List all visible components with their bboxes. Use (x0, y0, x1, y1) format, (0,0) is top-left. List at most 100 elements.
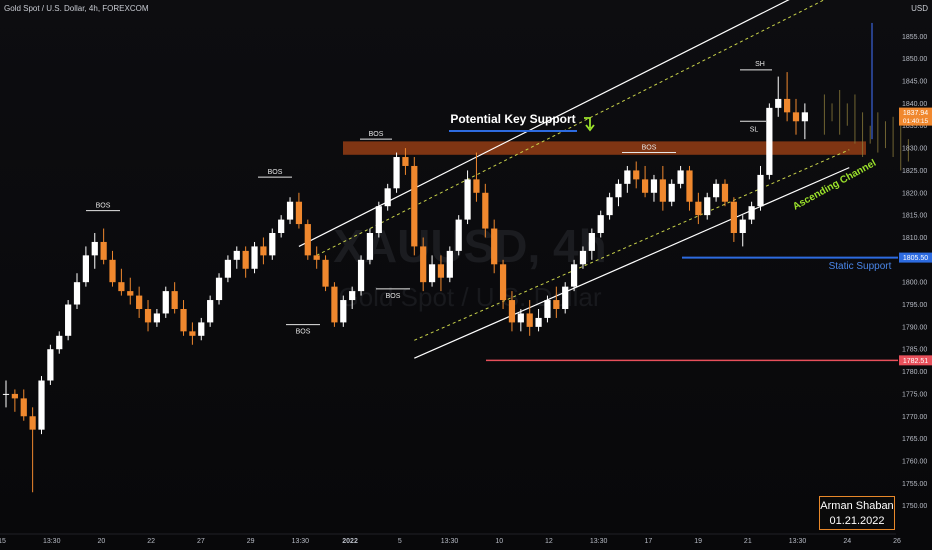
candle-body (428, 264, 436, 283)
candle-body (739, 219, 746, 234)
price-tick-label: 1855.00 (902, 34, 927, 41)
candle-body (384, 188, 391, 207)
candle-body (100, 241, 107, 260)
candle-body (304, 224, 311, 256)
price-tick-label: 1775.00 (902, 391, 927, 398)
price-tick-label: 1780.00 (902, 369, 927, 376)
price-tick-label: 1815.00 (902, 213, 927, 220)
candle-body (553, 300, 560, 309)
candle-body (82, 255, 89, 283)
candles-layer (2, 72, 808, 493)
price-label-box (899, 355, 932, 366)
time-axis[interactable]: 15 13:30 20 22 27 29 13:30 2022 5 13:30 10 12 13:30 1… (0, 533, 901, 545)
time-tick-label: 17 (644, 538, 652, 545)
candle-body (766, 107, 773, 175)
candle-body (473, 179, 480, 193)
time-tick-label: 13:30 (441, 538, 459, 545)
candle-body (588, 233, 595, 251)
price-tick-label: 1790.00 (902, 324, 927, 331)
candle-body (340, 300, 347, 323)
candle-body (162, 291, 169, 314)
candle-body (695, 201, 702, 216)
time-tick-label: 5 (398, 538, 402, 545)
price-tick-label: 1760.00 (902, 458, 927, 465)
author-badge: Arman Shaban 01.21.2022 (819, 496, 895, 530)
candle-body (331, 286, 338, 323)
price-label-box (899, 107, 932, 126)
candle-body (499, 264, 507, 301)
candle-body (29, 416, 36, 430)
bos-label: BOS (96, 203, 111, 210)
price-label-value: 1837.94 (903, 110, 928, 117)
time-tick-label: 2022 (342, 538, 358, 545)
candle-body (242, 250, 249, 269)
time-tick-label: 21 (744, 538, 752, 545)
candle-body (11, 393, 18, 399)
candle-body (633, 170, 640, 180)
candle-body (295, 201, 303, 225)
candle-body (597, 215, 604, 234)
bos-label: BOS (386, 293, 401, 300)
currency-label[interactable]: USD (911, 4, 928, 13)
candle-body (189, 331, 196, 336)
candle-body (402, 157, 409, 166)
channel-lower-mid-line (414, 149, 850, 341)
candle-body (544, 300, 551, 318)
candle-body (357, 259, 365, 292)
price-label-countdown: 01:40:15 (903, 118, 929, 125)
candle-body (171, 291, 178, 309)
price-tick-label: 1830.00 (902, 146, 927, 153)
candle-body (757, 174, 764, 207)
time-tick-label: 26 (893, 538, 901, 545)
candle-body (286, 201, 294, 220)
candle-body (615, 183, 622, 198)
candle-body (38, 380, 45, 430)
price-tick-label: 1820.00 (902, 190, 927, 197)
candle-body (136, 295, 143, 309)
price-tick-label: 1845.00 (902, 79, 927, 86)
candle-body (562, 286, 569, 309)
candle-body (366, 233, 374, 260)
price-label-value: 1782.51 (903, 358, 928, 365)
candle-body (153, 313, 161, 323)
time-tick-label: 22 (147, 538, 155, 545)
time-tick-label: 20 (98, 538, 106, 545)
candle-body (420, 246, 427, 283)
sh-label: SH (755, 61, 765, 68)
candle-body (482, 192, 489, 229)
candle-body (91, 241, 98, 256)
candle-body (446, 250, 453, 278)
watermark-symbol: XAUUSD, 4h (333, 220, 606, 272)
price-tick-label: 1765.00 (902, 436, 927, 443)
candle-body (775, 98, 782, 108)
candle-body (784, 98, 791, 113)
time-tick-label: 13:30 (590, 538, 608, 545)
candle-body (659, 179, 666, 202)
price-tick-label: 1795.00 (902, 302, 927, 309)
candle-body (801, 112, 808, 122)
candle-body (65, 304, 72, 336)
candle-body (748, 206, 755, 220)
price-tick-label: 1800.00 (902, 280, 927, 287)
key-support-label: Potential Key Support (450, 112, 575, 126)
channel-lower-line (414, 167, 850, 359)
candle-body (56, 335, 63, 350)
candle-body (704, 197, 711, 216)
candle-body (606, 197, 613, 216)
candle-body (730, 201, 737, 234)
candle-body (792, 112, 800, 122)
candle-body (526, 313, 533, 327)
candle-body (251, 246, 258, 269)
candle-body (73, 282, 81, 305)
price-tick-label: 1755.00 (902, 481, 927, 488)
bos-label: BOS (296, 329, 311, 336)
time-tick-label: 12 (545, 538, 553, 545)
time-tick-label: 27 (197, 538, 205, 545)
price-tick-label: 1825.00 (902, 168, 927, 175)
price-tick-label: 1770.00 (902, 414, 927, 421)
candle-body (207, 300, 214, 323)
price-tick-label: 1835.00 (902, 123, 927, 130)
price-axis[interactable]: 1750.00 1755.00 1760.00 1765.00 1770.00 1775.… (899, 34, 932, 510)
